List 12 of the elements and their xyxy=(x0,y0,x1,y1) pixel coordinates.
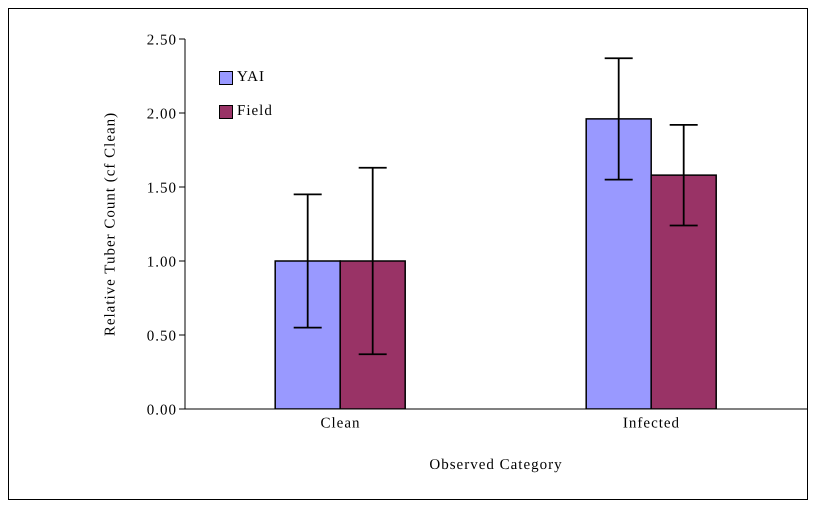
y-tick-label: 1.50 xyxy=(146,180,177,196)
y-tick-label: 0.50 xyxy=(146,328,177,344)
y-tick-label: 2.50 xyxy=(146,32,177,48)
y-axis-title: Relative Tuber Count (cf Clean) xyxy=(102,112,118,336)
x-tick-label: Clean xyxy=(320,416,360,432)
y-tick-label: 2.00 xyxy=(146,106,177,122)
y-tick-label: 1.00 xyxy=(146,254,177,270)
x-axis-title: Observed Category xyxy=(429,457,563,473)
legend-label: Field xyxy=(237,103,273,120)
y-tick-label: 0.00 xyxy=(146,402,177,418)
legend-label: YAI xyxy=(237,69,265,86)
x-tick-label: Infected xyxy=(622,416,680,432)
